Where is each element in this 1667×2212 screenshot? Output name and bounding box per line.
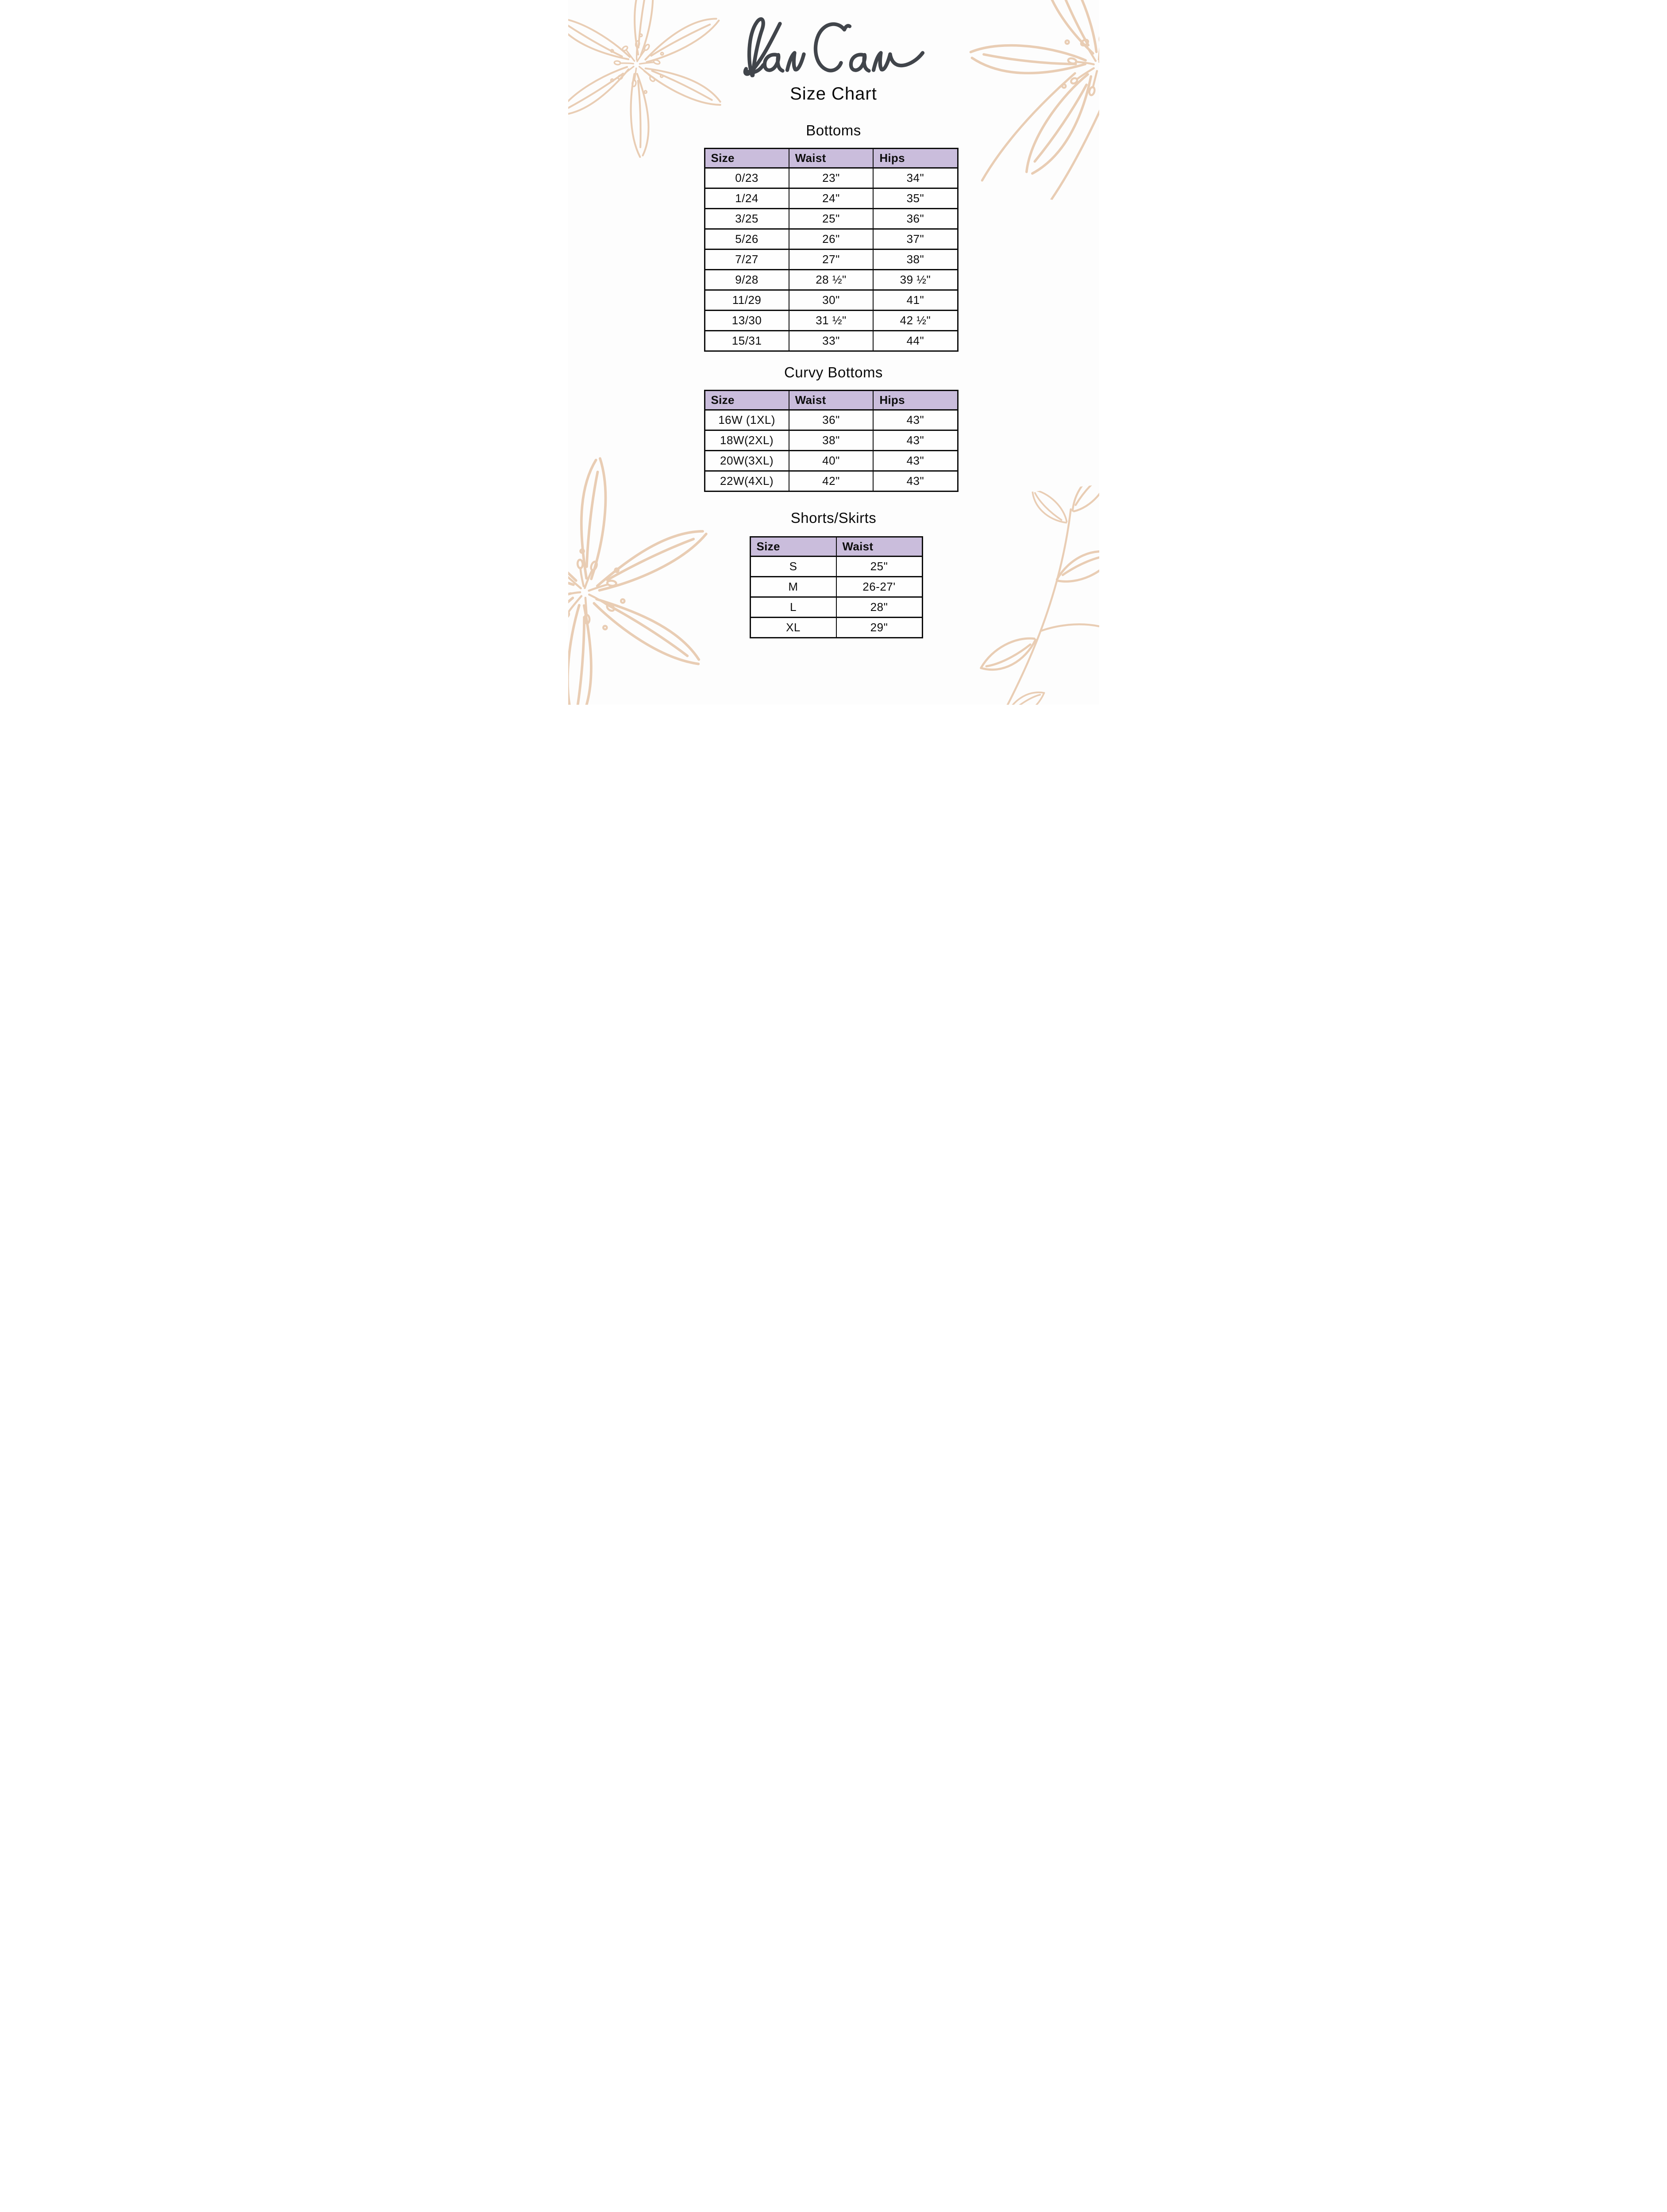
table-cell: 15/31 — [704, 330, 789, 352]
table-cell: 3/25 — [704, 207, 789, 230]
table-row: M 26-27' — [750, 576, 923, 598]
page-header: Size Chart — [568, 0, 1099, 104]
table-cell: 22W(4XL) — [704, 470, 789, 492]
table-cell: 20W(3XL) — [704, 449, 789, 472]
table-row: 13/30 31 ½" 42 ½" — [704, 309, 958, 331]
table-cell: 16W (1XL) — [704, 409, 789, 431]
table-cell: L — [750, 596, 837, 618]
header-row: Size Waist Hips — [704, 389, 958, 411]
table-row: 18W(2XL) 38" 43" — [704, 429, 958, 451]
table-cell: 36" — [873, 207, 958, 230]
table-row: S 25" — [750, 555, 923, 577]
table-cell: 40" — [788, 449, 874, 472]
table-cell: 25" — [788, 207, 874, 230]
page-title: Size Chart — [790, 84, 877, 104]
table-cell: M — [750, 576, 837, 598]
table-cell: 37" — [873, 228, 958, 250]
table-cell: 29" — [835, 616, 923, 638]
table-row: 7/27 27" 38" — [704, 248, 958, 270]
table-cell: 25" — [835, 555, 923, 577]
column-header: Waist — [788, 147, 874, 169]
size-charts: Bottoms Size Waist Hips 0/23 23" 34" 1/24 24" 35… — [568, 122, 1099, 638]
column-header: Hips — [873, 389, 958, 411]
table-row: 20W(3XL) 40" 43" — [704, 449, 958, 472]
table-row: 16W (1XL) 36" 43" — [704, 409, 958, 431]
table-row: 22W(4XL) 42" 43" — [704, 470, 958, 492]
table-cell: 41" — [873, 289, 958, 311]
table-cell: 33" — [788, 330, 874, 352]
table-row: 1/24 24" 35" — [704, 187, 958, 209]
table-cell: 28 ½" — [788, 269, 874, 291]
table-cell: XL — [750, 616, 837, 638]
section-title-bottoms: Bottoms — [806, 122, 861, 138]
kancan-logo — [743, 17, 924, 77]
table-row: 3/25 25" 36" — [704, 207, 958, 230]
column-header: Size — [704, 389, 789, 411]
table-cell: 39 ½" — [873, 269, 958, 291]
size-chart-page: Size Chart Bottoms Size Waist Hips 0/23 23" 3… — [568, 0, 1099, 705]
curvy-bottoms-size-table: Size Waist Hips 16W (1XL) 36" 43" 18W(2XL) 38" 4… — [704, 389, 959, 492]
table-cell: 9/28 — [704, 269, 789, 291]
table-cell: 36" — [788, 409, 874, 431]
table-cell: 28" — [835, 596, 923, 618]
table-cell: 44" — [873, 330, 958, 352]
shorts-skirts-size-table: Size Waist S 25" M 26-27' L 28" XL 29" — [749, 536, 923, 638]
table-cell: 5/26 — [704, 228, 789, 250]
table-cell: 24" — [788, 187, 874, 209]
table-cell: 43" — [873, 429, 958, 451]
table-cell: 43" — [873, 449, 958, 472]
table-cell: 7/27 — [704, 248, 789, 270]
table-cell: 38" — [873, 248, 958, 270]
section-title-curvy-bottoms: Curvy Bottoms — [784, 364, 883, 380]
table-cell: 26" — [788, 228, 874, 250]
table-cell: 18W(2XL) — [704, 429, 789, 451]
table-cell: 31 ½" — [788, 309, 874, 331]
table-cell: 30" — [788, 289, 874, 311]
header-row: Size Waist — [750, 536, 923, 557]
table-cell: 11/29 — [704, 289, 789, 311]
bottoms-size-table: Size Waist Hips 0/23 23" 34" 1/24 24" 35" 3/25 25"… — [704, 147, 959, 352]
table-cell: 23" — [788, 167, 874, 189]
table-cell: 38" — [788, 429, 874, 451]
table-row: 5/26 26" 37" — [704, 228, 958, 250]
table-cell: 26-27' — [835, 576, 923, 598]
column-header: Size — [750, 536, 837, 557]
table-cell: 43" — [873, 470, 958, 492]
table-cell: 0/23 — [704, 167, 789, 189]
column-header: Waist — [835, 536, 923, 557]
column-header: Size — [704, 147, 789, 169]
table-cell: 35" — [873, 187, 958, 209]
table-cell: 27" — [788, 248, 874, 270]
table-row: 15/31 33" 44" — [704, 330, 958, 352]
table-cell: S — [750, 555, 837, 577]
table-cell: 42" — [788, 470, 874, 492]
table-cell: 42 ½" — [873, 309, 958, 331]
table-cell: 1/24 — [704, 187, 789, 209]
table-cell: 13/30 — [704, 309, 789, 331]
table-row: 11/29 30" 41" — [704, 289, 958, 311]
column-header: Waist — [788, 389, 874, 411]
header-row: Size Waist Hips — [704, 147, 958, 169]
table-row: 0/23 23" 34" — [704, 167, 958, 189]
section-title-shorts-skirts: Shorts/Skirts — [790, 509, 877, 526]
table-row: XL 29" — [750, 616, 923, 638]
table-cell: 43" — [873, 409, 958, 431]
table-cell: 34" — [873, 167, 958, 189]
table-row: L 28" — [750, 596, 923, 618]
column-header: Hips — [873, 147, 958, 169]
table-row: 9/28 28 ½" 39 ½" — [704, 269, 958, 291]
